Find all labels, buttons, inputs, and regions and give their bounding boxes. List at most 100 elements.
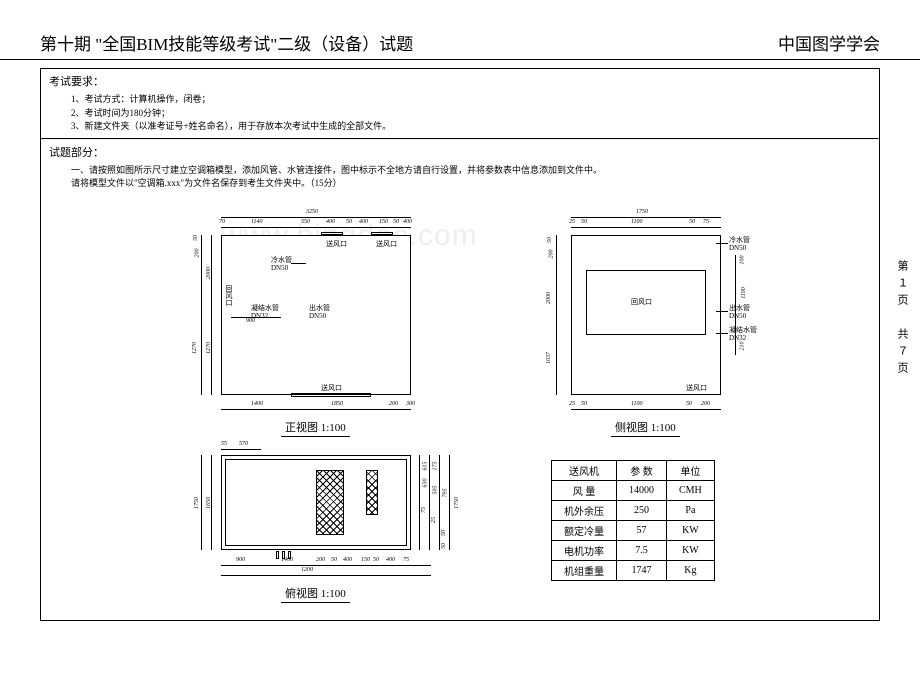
exam-req-item: 3、新建文件夹（以准考证号+姓名命名），用于存放本次考试中生成的全部文件。 (71, 120, 859, 134)
label: DN50 (729, 244, 746, 252)
dim: 400 (386, 557, 395, 563)
label: DN50 (729, 312, 746, 320)
dim: 1200 (301, 567, 313, 573)
dim: 50 (331, 557, 337, 563)
table-row: 送风机 参 数 单位 (552, 460, 715, 480)
dim: 1850 (331, 401, 343, 407)
dim: 75 (403, 557, 409, 563)
doc-title-left: 第十期 "全国BIM技能等级考试"二级（设备）试题 (40, 30, 413, 55)
exam-req-title: 考试要求： (41, 69, 879, 91)
dim: 200 (549, 249, 555, 258)
dim: 570 (239, 441, 248, 447)
dim: 3250 (306, 209, 318, 215)
dim: 1140 (251, 219, 263, 225)
table-row: 额定冷量57KW (552, 520, 715, 540)
exam-req-list: 1、考试方式：计算机操作，闭卷； 2、考试时间为180分钟； 3、新建文件夹（以… (41, 91, 879, 138)
question-title: 试题部分： (41, 140, 879, 162)
table-header: 参 数 (617, 460, 667, 480)
dim: 1400 (281, 557, 293, 563)
dim: 50 (581, 401, 587, 407)
question-line: 一、请按照如图所示尺寸建立空调箱模型，添加风管、水管连接件，图中标示不全地方请自… (71, 164, 859, 178)
table-header: 单位 (667, 460, 715, 480)
dim: 50 (346, 219, 352, 225)
top-caption: 俯视图 1:100 (281, 585, 350, 603)
dim: 1270 (192, 342, 198, 354)
label: 回风口 (224, 285, 234, 306)
table-row: 电机功率7.5KW (552, 540, 715, 560)
dim: 2000 (546, 292, 552, 304)
dim: 1190 (741, 287, 747, 299)
drawings-area: 3250 70 1140 550 400 50 400 150 50 400 5… (41, 195, 879, 675)
label: 送风口 (686, 383, 707, 393)
dim: 1750 (636, 209, 648, 215)
dim: 615 (423, 461, 429, 470)
dim: 50 (547, 237, 553, 243)
dim: 2000 (206, 267, 212, 279)
dim: 175 (433, 461, 439, 470)
dim: 900 (236, 557, 245, 563)
dim: 550 (301, 219, 310, 225)
dim: 630 (423, 478, 429, 487)
top-view: 55 570 1750 1650 615 630 75 175 505 (171, 445, 461, 615)
dim: 400 (359, 219, 368, 225)
hatch (366, 470, 378, 515)
content-frame: 考试要求： 1、考试方式：计算机操作，闭卷； 2、考试时间为180分钟； 3、新… (40, 68, 880, 621)
dim: 795 (443, 488, 449, 497)
dim: 300 (406, 401, 415, 407)
dim: 25 (431, 517, 437, 523)
dim: 505 (433, 485, 439, 494)
dim: 1100 (631, 219, 643, 225)
dim: 200 (701, 401, 710, 407)
dim: 400 (326, 219, 335, 225)
dim: 1270 (206, 342, 212, 354)
table-row: 机外余压250Pa (552, 500, 715, 520)
table-row: 机组重量1747Kg (552, 560, 715, 580)
label: 送风口 (376, 239, 397, 249)
table-row: 风 量14000CMH (552, 480, 715, 500)
dim: 400 (403, 219, 412, 225)
dim: 50 (689, 219, 695, 225)
table-header: 送风机 (552, 460, 617, 480)
dim: 50 (373, 557, 379, 563)
dim: 25 (569, 401, 575, 407)
dim: 50 (441, 530, 447, 536)
page: 第十期 "全国BIM技能等级考试"二级（设备）试题 中国图学学会 考试要求： 1… (0, 0, 920, 651)
question-body: 一、请按照如图所示尺寸建立空调箱模型，添加风管、水管连接件，图中标示不全地方请自… (41, 162, 879, 195)
dim: 1400 (251, 401, 263, 407)
dim: 1037 (546, 352, 552, 364)
side-caption: 侧视图 1:100 (611, 419, 680, 437)
dim: 400 (343, 557, 352, 563)
header: 第十期 "全国BIM技能等级考试"二级（设备）试题 中国图学学会 (0, 0, 920, 60)
label: DN50 (271, 264, 288, 272)
label: 送风口 (326, 239, 347, 249)
dim: 75 (703, 219, 709, 225)
dim: 150 (361, 557, 370, 563)
exam-req-item: 2、考试时间为180分钟； (71, 107, 859, 121)
dim: 200 (316, 557, 325, 563)
hatch (316, 470, 344, 535)
dim: 1750 (454, 497, 460, 509)
label: DN50 (309, 312, 326, 320)
label: DN32 (729, 334, 746, 342)
dim: 50 (581, 219, 587, 225)
dim: 50 (393, 219, 399, 225)
label: 回风口 (631, 297, 652, 307)
dim: 200 (195, 248, 201, 257)
dim: 1650 (206, 497, 212, 509)
dim: 150 (379, 219, 388, 225)
dim: 70 (219, 219, 225, 225)
dim: 50 (441, 543, 447, 549)
dim: 1100 (631, 401, 643, 407)
dim: 900 (246, 318, 255, 324)
question-line: 请将模型文件以"空调箱.xxx"为文件名保存到考生文件夹中。（15分） (71, 177, 859, 191)
dim: 55 (221, 441, 227, 447)
param-table: 送风机 参 数 单位 风 量14000CMH 机外余压250Pa 额定冷量57K… (551, 460, 715, 581)
dim: 1750 (194, 497, 200, 509)
doc-title-right: 中国图学学会 (778, 30, 880, 55)
front-caption: 正视图 1:100 (281, 419, 350, 437)
page-indicator: 第１页 共７页 (894, 260, 910, 379)
label: 送风口 (321, 383, 342, 393)
front-view: 3250 70 1140 550 400 50 400 150 50 400 5… (171, 215, 441, 435)
dim: 25 (569, 219, 575, 225)
exam-req-item: 1、考试方式：计算机操作，闭卷； (71, 93, 859, 107)
